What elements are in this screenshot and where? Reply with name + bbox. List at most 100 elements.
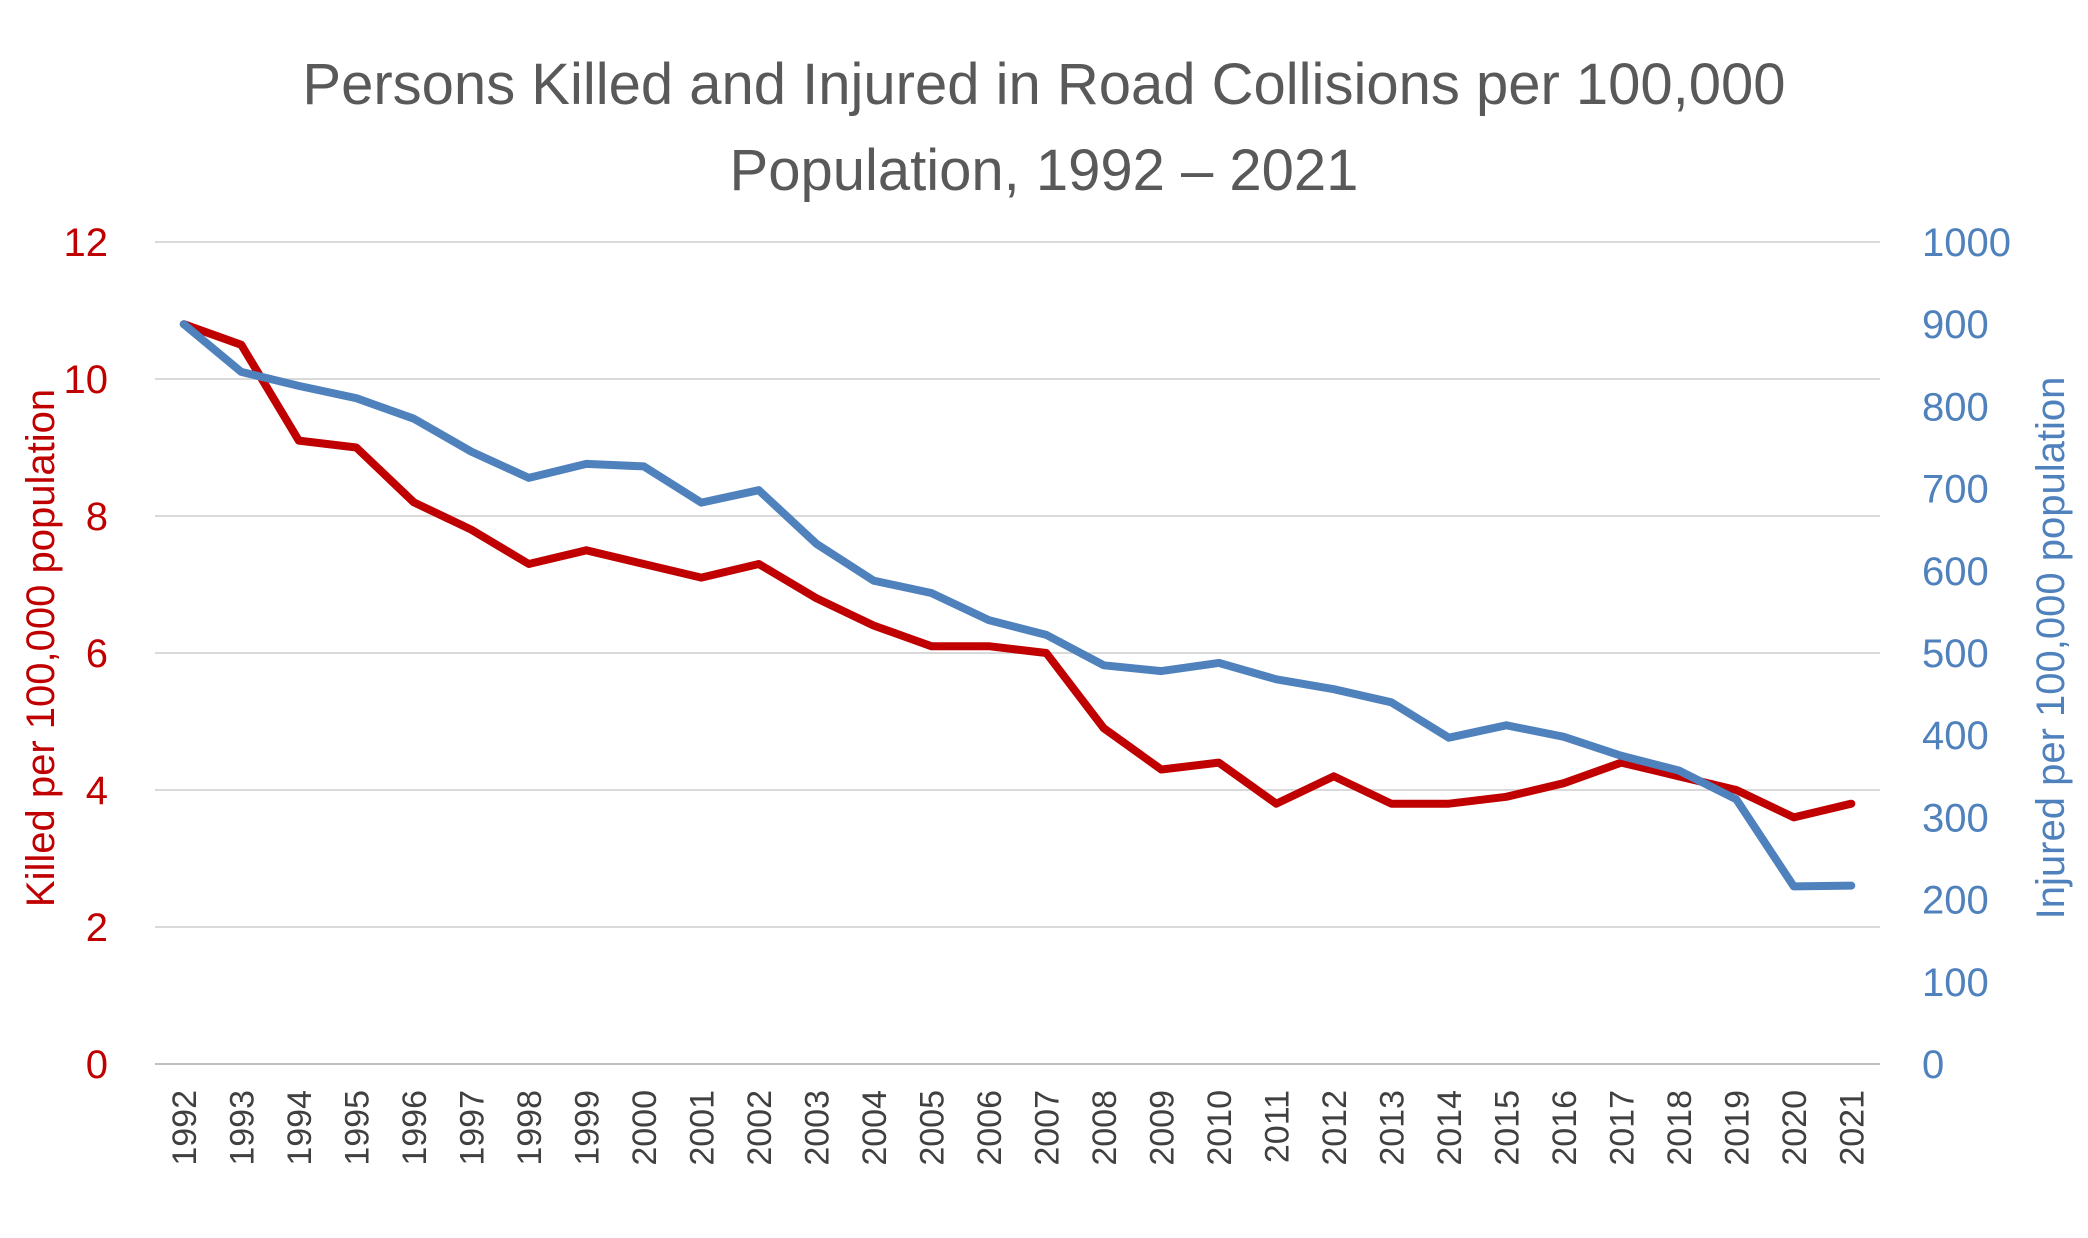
x-tick-label: 2018 xyxy=(1661,1090,1699,1166)
right-tick-label: 400 xyxy=(1922,714,1989,758)
injured-data-point xyxy=(584,461,589,466)
x-tick-label: 2005 xyxy=(913,1090,951,1166)
x-tick-label: 1999 xyxy=(568,1090,606,1166)
injured-data-point xyxy=(411,416,416,421)
killed-data-point xyxy=(1561,781,1566,786)
x-tick-label: 2017 xyxy=(1603,1090,1641,1166)
x-tick-label: 1996 xyxy=(396,1090,434,1166)
right-tick-label: 1000 xyxy=(1922,221,2011,265)
injured-data-point xyxy=(986,618,991,623)
injured-data-point xyxy=(1331,687,1336,692)
killed-data-point xyxy=(929,644,934,649)
killed-data-point xyxy=(986,644,991,649)
x-tick-label: 2019 xyxy=(1718,1090,1756,1166)
killed-data-point xyxy=(1734,788,1739,792)
right-tick-label: 500 xyxy=(1922,632,1989,676)
injured-data-point xyxy=(929,590,934,595)
x-tick-label: 2008 xyxy=(1086,1090,1124,1166)
killed-data-point xyxy=(1044,651,1049,655)
killed-data-point xyxy=(354,445,359,450)
x-tick-label: 2012 xyxy=(1316,1090,1354,1166)
injured-data-point xyxy=(1274,677,1279,682)
x-tick-label: 2013 xyxy=(1373,1090,1411,1166)
left-tick-label: 4 xyxy=(86,769,108,813)
left-axis-ticks: 0 2 4 6 8 10 12 xyxy=(64,221,109,1087)
right-tick-label: 100 xyxy=(1922,961,1989,1005)
x-tick-label: 2001 xyxy=(683,1090,721,1166)
right-axis-ticks: 0 100 200 300 400 500 600 700 800 900 1000 xyxy=(1922,221,2011,1087)
x-tick-label: 2020 xyxy=(1776,1090,1814,1166)
killed-data-point xyxy=(814,596,819,601)
injured-data-point xyxy=(641,464,646,469)
injured-data-point xyxy=(1446,735,1451,740)
left-tick-label: 2 xyxy=(86,906,108,950)
left-tick-label: 8 xyxy=(86,495,108,539)
killed-data-point xyxy=(1791,815,1796,820)
killed-data-point xyxy=(296,438,301,443)
x-tick-label: 2011 xyxy=(1258,1090,1296,1163)
right-tick-label: 200 xyxy=(1922,879,1989,923)
injured-data-point xyxy=(756,488,761,493)
killed-data-point xyxy=(756,561,761,566)
injured-data-point xyxy=(1619,753,1624,758)
right-axis-title: Injured per 100,000 population xyxy=(2029,377,2073,920)
right-tick-label: 300 xyxy=(1922,796,1989,840)
right-tick-label: 800 xyxy=(1922,385,1989,429)
injured-data-point xyxy=(871,578,876,583)
x-tick-label: 2015 xyxy=(1488,1090,1526,1166)
killed-data-point xyxy=(871,623,876,628)
injured-data-point xyxy=(1044,632,1049,637)
left-tick-label: 6 xyxy=(86,632,108,676)
injured-data-point xyxy=(814,541,819,546)
x-tick-label: 2016 xyxy=(1546,1090,1584,1166)
killed-data-point xyxy=(1331,774,1336,779)
x-tick-label: 2014 xyxy=(1431,1090,1469,1166)
series-lines xyxy=(179,320,1856,891)
x-tick-label: 2007 xyxy=(1028,1090,1066,1166)
killed-data-point xyxy=(1159,767,1164,772)
injured-data-point xyxy=(1676,768,1681,773)
x-tick-label: 2021 xyxy=(1833,1090,1871,1166)
injured-data-point xyxy=(1159,669,1164,674)
killed-data-point xyxy=(1389,801,1394,806)
killed-series-line xyxy=(179,320,1856,822)
left-tick-label: 0 xyxy=(86,1043,108,1087)
injured-data-point xyxy=(1101,663,1106,668)
injured-data-point xyxy=(1849,883,1854,888)
killed-data-point xyxy=(641,561,646,566)
killed-data-point xyxy=(411,500,416,505)
injured-data-point xyxy=(239,369,244,374)
chart-title-line-1: Persons Killed and Injured in Road Colli… xyxy=(302,52,1785,117)
killed-data-point xyxy=(1504,794,1509,799)
killed-data-point xyxy=(1216,760,1221,765)
injured-data-point xyxy=(469,449,474,454)
killed-data-point xyxy=(584,548,589,553)
killed-data-point xyxy=(469,527,474,532)
left-tick-label: 12 xyxy=(64,221,109,265)
x-tick-label: 2010 xyxy=(1201,1090,1239,1166)
x-tick-label: 1997 xyxy=(453,1090,491,1166)
x-tick-label: 2000 xyxy=(626,1090,664,1166)
left-tick-label: 10 xyxy=(64,358,109,402)
injured-data-point xyxy=(526,475,531,480)
x-tick-label: 2009 xyxy=(1143,1090,1181,1166)
killed-data-point xyxy=(699,575,704,580)
killed-data-point xyxy=(1619,760,1624,765)
x-tick-label: 1993 xyxy=(223,1090,261,1166)
injured-data-point xyxy=(296,383,301,388)
x-tick-label: 2004 xyxy=(856,1090,894,1166)
injured-series-line xyxy=(179,320,1856,891)
x-tick-label: 2003 xyxy=(798,1090,836,1166)
chart-title-line-2: Population, 1992 – 2021 xyxy=(730,138,1359,203)
left-axis-title: Killed per 100,000 population xyxy=(19,389,63,907)
right-tick-label: 0 xyxy=(1922,1043,1944,1087)
injured-data-point xyxy=(181,322,186,327)
right-tick-label: 600 xyxy=(1922,550,1989,594)
killed-data-point xyxy=(1101,726,1106,731)
x-tick-label: 2006 xyxy=(971,1090,1009,1166)
injured-data-point xyxy=(354,396,359,401)
injured-data-point xyxy=(1389,700,1394,705)
x-tick-label: 1995 xyxy=(338,1090,376,1166)
killed-data-point xyxy=(1274,801,1279,806)
